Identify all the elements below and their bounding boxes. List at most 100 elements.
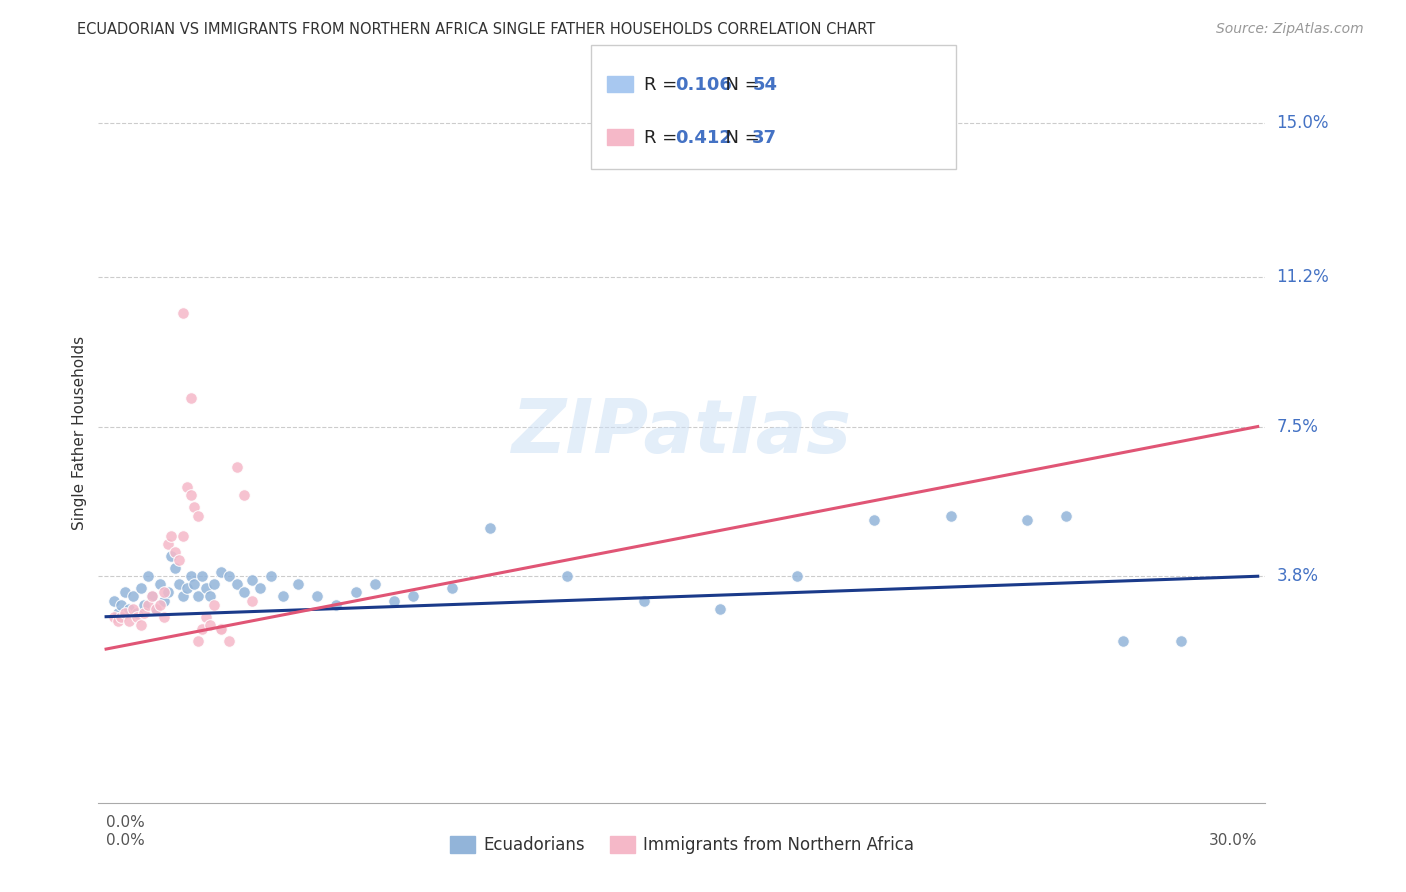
Point — [152, 585, 174, 599]
Text: N =: N = — [714, 76, 766, 94]
Point — [107, 614, 129, 628]
Point — [125, 609, 148, 624]
Point — [1170, 634, 1192, 648]
Point — [225, 460, 247, 475]
Point — [167, 577, 190, 591]
Point — [129, 582, 152, 596]
Point — [125, 606, 148, 620]
Text: R =: R = — [644, 129, 683, 147]
Point — [209, 622, 232, 636]
Point — [167, 553, 190, 567]
Point — [152, 609, 174, 624]
Point — [440, 582, 463, 596]
Point — [240, 593, 263, 607]
Text: 54: 54 — [752, 76, 778, 94]
Point — [1112, 634, 1135, 648]
Point — [183, 500, 205, 515]
Point — [152, 593, 174, 607]
Point — [191, 569, 214, 583]
Point — [136, 598, 159, 612]
Point — [218, 569, 240, 583]
Point — [187, 508, 209, 523]
Point — [145, 601, 167, 615]
Point — [180, 569, 202, 583]
Point — [786, 569, 808, 583]
Point — [149, 577, 172, 591]
Point — [107, 606, 129, 620]
Text: 0.106: 0.106 — [675, 76, 731, 94]
Point — [218, 634, 240, 648]
Point — [187, 634, 209, 648]
Point — [863, 513, 886, 527]
Point — [233, 488, 256, 502]
Point — [194, 609, 217, 624]
Point — [209, 622, 232, 636]
Point — [209, 565, 232, 579]
Point — [1017, 513, 1039, 527]
Text: 7.5%: 7.5% — [1277, 417, 1319, 435]
Point — [172, 590, 194, 604]
Point — [325, 598, 347, 612]
Text: 3.8%: 3.8% — [1277, 567, 1319, 585]
Point — [194, 582, 217, 596]
Point — [118, 614, 141, 628]
Point — [187, 590, 209, 604]
Point — [160, 529, 183, 543]
Point — [382, 593, 405, 607]
Point — [103, 593, 125, 607]
Text: 30.0%: 30.0% — [1209, 833, 1258, 848]
Point — [165, 545, 187, 559]
Point — [555, 569, 578, 583]
Point — [122, 590, 145, 604]
Point — [114, 606, 136, 620]
Point — [122, 601, 145, 615]
Point — [110, 609, 132, 624]
Point — [141, 590, 163, 604]
Text: 11.2%: 11.2% — [1277, 268, 1329, 285]
Text: ZIPatlas: ZIPatlas — [512, 396, 852, 469]
Point — [271, 590, 294, 604]
Point — [114, 585, 136, 599]
Text: 0.0%: 0.0% — [105, 833, 145, 848]
Point — [939, 508, 962, 523]
Point — [198, 617, 221, 632]
Text: 37: 37 — [752, 129, 778, 147]
Point — [176, 582, 198, 596]
Point — [233, 585, 256, 599]
Point — [633, 593, 655, 607]
Point — [364, 577, 387, 591]
Y-axis label: Single Father Households: Single Father Households — [72, 335, 87, 530]
Point — [149, 598, 172, 612]
Point — [110, 598, 132, 612]
Point — [141, 590, 163, 604]
Point — [198, 590, 221, 604]
Point — [191, 622, 214, 636]
Text: N =: N = — [714, 129, 766, 147]
Text: 0.412: 0.412 — [675, 129, 731, 147]
Point — [134, 598, 156, 612]
Text: 0.0%: 0.0% — [105, 815, 145, 830]
Point — [176, 480, 198, 494]
Point — [202, 577, 225, 591]
Point — [103, 609, 125, 624]
Point — [344, 585, 367, 599]
Point — [172, 529, 194, 543]
Point — [183, 577, 205, 591]
Point — [287, 577, 309, 591]
Point — [172, 306, 194, 320]
Legend: Ecuadorians, Immigrants from Northern Africa: Ecuadorians, Immigrants from Northern Af… — [443, 830, 921, 861]
Point — [240, 574, 263, 588]
Point — [136, 569, 159, 583]
Text: ECUADORIAN VS IMMIGRANTS FROM NORTHERN AFRICA SINGLE FATHER HOUSEHOLDS CORRELATI: ECUADORIAN VS IMMIGRANTS FROM NORTHERN A… — [77, 22, 876, 37]
Point — [202, 598, 225, 612]
Point — [160, 549, 183, 563]
Text: 15.0%: 15.0% — [1277, 114, 1329, 132]
Point — [156, 537, 179, 551]
Point — [249, 582, 271, 596]
Point — [1054, 508, 1077, 523]
Text: Source: ZipAtlas.com: Source: ZipAtlas.com — [1216, 22, 1364, 37]
Point — [402, 590, 425, 604]
Point — [180, 488, 202, 502]
Point — [145, 601, 167, 615]
Point — [156, 585, 179, 599]
